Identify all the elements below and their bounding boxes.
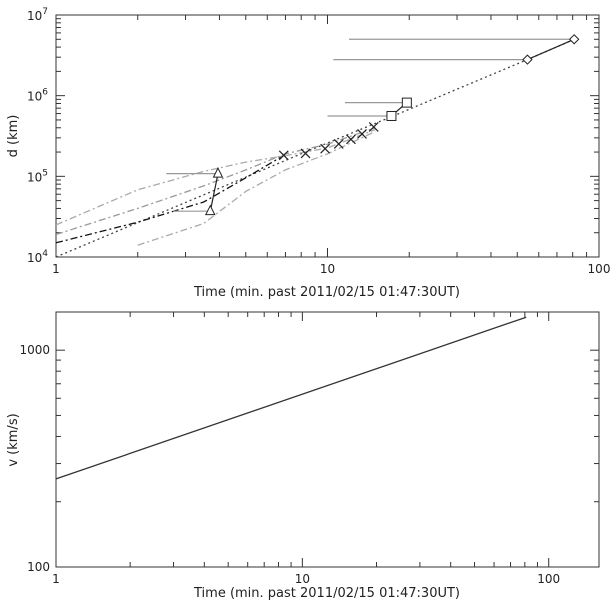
x-tick-label: 10 [295,572,310,586]
x-marker [333,139,344,149]
fit-line-dotted [55,38,575,258]
fit-line-dash-dot [55,128,376,226]
y-tick-label: 107 [27,7,48,23]
y-tick-label: 1000 [19,343,50,357]
x-tick-label: 1 [52,572,60,586]
x-tick-label: 1 [52,262,60,276]
velocity-x-axis-label: Time (min. past 2011/02/15 01:47:30UT) [193,586,460,601]
velocity-x-ticks: 1 10 100 [52,312,560,586]
distance-y-axis-label: d (km) [6,115,21,158]
triangle-marker [212,167,224,178]
triangle-connector [209,173,219,212]
velocity-line [55,316,527,480]
x-marker [346,134,356,145]
velocity-y-axis-label: v (km/s) [6,413,21,466]
diamond-marker [522,54,533,65]
x-tick-label: 100 [588,262,611,276]
y-tick-label: 106 [27,88,48,104]
triangle-marker [204,204,216,216]
fit-line-dash-dot [137,130,376,246]
velocity-plot-frame [55,311,600,568]
distance-plot-frame [55,14,600,258]
distance-x-ticks: 1 10 100 [52,15,610,276]
distance-fit-lines [55,38,575,258]
x-marker [357,129,367,139]
y-tick-label: 100 [27,560,50,574]
fit-line-dash-dot [55,154,285,244]
distance-y-ticks: 104 105 106 107 [27,7,599,265]
x-tick-label: 10 [320,262,335,276]
diamond-connector [527,38,575,61]
x-marker [320,143,331,154]
square-marker [401,97,412,108]
velocity-panel: 1 10 100 100 1000 Time (min. past 2011/02/1… [6,311,600,601]
x-marker [278,150,289,161]
y-tick-label: 104 [27,249,48,265]
square-marker [386,110,397,121]
distance-x-axis-label: Time (min. past 2011/02/15 01:47:30UT) [193,285,460,300]
diamond-marker [568,34,580,45]
x-tick-label: 100 [537,572,560,586]
velocity-y-ticks: 100 1000 [19,343,599,574]
fit-line-dash-dot [55,127,376,236]
velocity-data-series [55,316,527,480]
y-tick-label: 105 [27,168,48,184]
distance-data-series [166,34,580,216]
x-marker [368,121,379,132]
distance-panel: 1 10 100 104 105 106 107 Time (min. past 2011… [6,7,610,300]
x-marker [300,148,311,159]
